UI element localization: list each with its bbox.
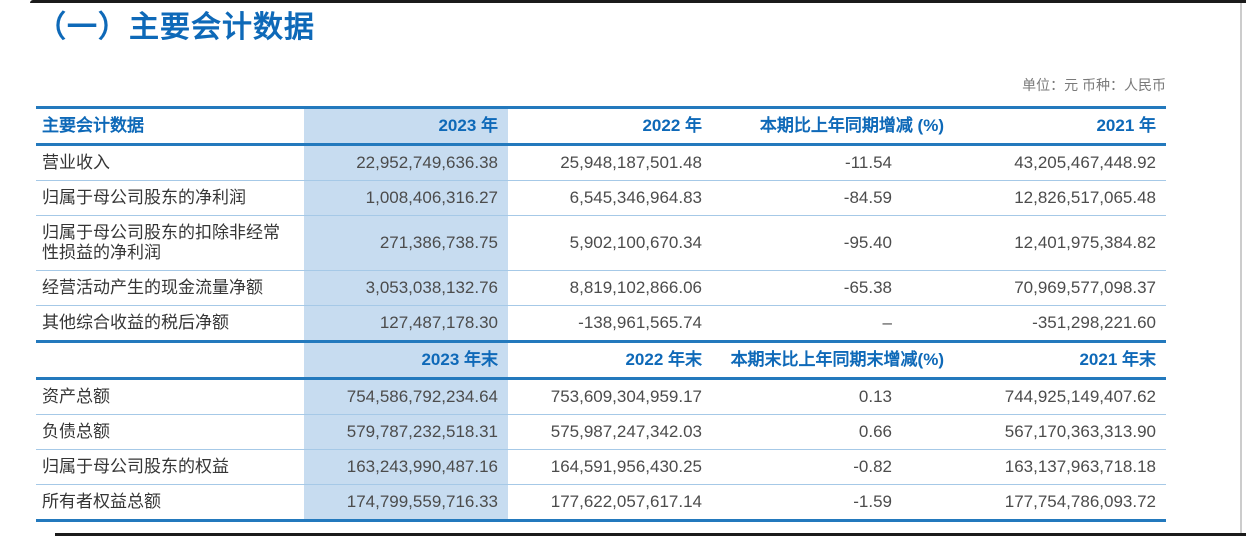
cell-2022: 177,622,057,617.14 xyxy=(550,492,702,511)
cell-2021: 163,137,963,718.18 xyxy=(954,449,1166,485)
cell-2022: 8,819,102,866.06 xyxy=(508,270,712,306)
cell-change: 0.13 xyxy=(712,378,954,415)
cell-2022: 5,902,100,670.34 xyxy=(508,215,712,271)
table-row-total-assets: 资产总额 754,586,792,234.64 753,609,304,959.… xyxy=(36,378,1166,415)
cell-2022: -138,961,565.74 xyxy=(508,305,712,343)
cell-change: -84.59 xyxy=(712,180,954,216)
cell-change: -1.59 xyxy=(853,492,892,511)
column-header-yoy-end-change: 本期末比上年同期末增减(%) xyxy=(712,341,954,380)
row-label: 营业收入 xyxy=(36,144,304,181)
cell-2023: 271,386,738.75 xyxy=(304,215,508,271)
unit-note: 单位：元 币种：人民币 xyxy=(1022,77,1166,93)
row-label: 负债总额 xyxy=(36,414,304,450)
row-label: 资产总额 xyxy=(36,378,304,415)
report-section: （一）主要会计数据 单位：元 币种：人民币 主要会计数据 2023 年 2022… xyxy=(36,0,1166,522)
cell-change: – xyxy=(712,305,954,343)
table-row-equity-parent: 归属于母公司股东的权益 163,243,990,487.16 164,591,9… xyxy=(36,449,1166,485)
cell-2022: 6,545,346,964.83 xyxy=(508,180,712,216)
cell-change: -65.38 xyxy=(712,270,954,306)
row-label: 其他综合收益的税后净额 xyxy=(36,305,304,343)
cell-change: 0.66 xyxy=(712,414,954,450)
table-row-net-profit: 归属于母公司股东的净利润 1,008,406,316.27 6,545,346,… xyxy=(36,180,1166,216)
row-label: 经营活动产生的现金流量净额 xyxy=(36,270,304,306)
cell-2021: 567,170,363,313.90 xyxy=(954,414,1166,450)
cell-2022: 575,987,247,342.03 xyxy=(508,414,712,450)
page-title: （一）主要会计数据 xyxy=(36,11,315,44)
page-bottom-border xyxy=(55,533,1246,536)
cell-2022: 25,948,187,501.48 xyxy=(508,144,712,181)
column-header-blank xyxy=(36,341,304,380)
cell-2023: 174,799,559,716.33 xyxy=(304,484,508,521)
table-row-total-liabilities: 负债总额 579,787,232,518.31 575,987,247,342.… xyxy=(36,414,1166,450)
table-row-net-profit-excl-nonrecurring: 归属于母公司股东的扣除非经常性损益的净利润 271,386,738.75 5,9… xyxy=(36,215,1166,271)
cell-2023: 127,487,178.30 xyxy=(304,305,508,343)
column-header-2023: 2023 年 xyxy=(304,107,508,146)
column-header-2021-end: 2021 年末 xyxy=(954,341,1166,380)
cell-2023: 3,053,038,132.76 xyxy=(304,270,508,306)
column-header-yoy-change: 本期比上年同期增减 (%) xyxy=(712,107,954,146)
table-row-other-comprehensive-income: 其他综合收益的税后净额 127,487,178.30 -138,961,565.… xyxy=(36,305,1166,343)
table-row-revenue: 营业收入 22,952,749,636.38 25,948,187,501.48… xyxy=(36,144,1166,181)
cell-2023: 1,008,406,316.27 xyxy=(304,180,508,216)
cell-2023: 754,586,792,234.64 xyxy=(304,378,508,415)
cell-change: -95.40 xyxy=(712,215,954,271)
cell-2021: 177,754,786,093.72 xyxy=(1004,492,1156,511)
column-header-2022-end: 2022 年末 xyxy=(508,341,712,380)
table-row-total-equity: 所有者权益总额 174,799,559,716.33 177,622,057,6… xyxy=(36,484,1166,521)
column-header-2023-end: 2023 年末 xyxy=(304,341,508,380)
cell-2021: 744,925,149,407.62 xyxy=(954,378,1166,415)
cell-2021: 12,401,975,384.82 xyxy=(954,215,1166,271)
cell-2021: 43,205,467,448.92 xyxy=(954,144,1166,181)
table-row-operating-cash-flow: 经营活动产生的现金流量净额 3,053,038,132.76 8,819,102… xyxy=(36,270,1166,306)
page-top-border xyxy=(30,0,1246,3)
cell-2022: 164,591,956,430.25 xyxy=(508,449,712,485)
column-header-2022: 2022 年 xyxy=(508,107,712,146)
cell-2023: 579,787,232,518.31 xyxy=(304,414,508,450)
cell-2022: 753,609,304,959.17 xyxy=(508,378,712,415)
row-label: 归属于母公司股东的扣除非经常性损益的净利润 xyxy=(36,215,304,271)
cell-2023: 22,952,749,636.38 xyxy=(304,144,508,181)
row-label: 归属于母公司股东的权益 xyxy=(36,449,304,485)
page-right-border xyxy=(1240,3,1242,533)
cell-2021: 12,826,517,065.48 xyxy=(954,180,1166,216)
column-header-2021: 2021 年 xyxy=(954,107,1166,146)
cell-2021: 70,969,577,098.37 xyxy=(954,270,1166,306)
cell-change: -11.54 xyxy=(712,144,954,181)
row-label: 所有者权益总额 xyxy=(42,492,161,511)
cell-2023: 163,243,990,487.16 xyxy=(304,449,508,485)
cell-2021: -351,298,221.60 xyxy=(954,305,1166,343)
cell-change: -0.82 xyxy=(712,449,954,485)
accounting-data-table: 主要会计数据 2023 年 2022 年 本期比上年同期增减 (%) 2021 … xyxy=(36,106,1166,522)
header-row-year-end: 2023 年末 2022 年末 本期末比上年同期末增减(%) 2021 年末 xyxy=(36,341,1166,380)
row-label: 归属于母公司股东的净利润 xyxy=(36,180,304,216)
header-row-annual: 主要会计数据 2023 年 2022 年 本期比上年同期增减 (%) 2021 … xyxy=(36,107,1166,146)
column-header-metric: 主要会计数据 xyxy=(36,107,304,146)
